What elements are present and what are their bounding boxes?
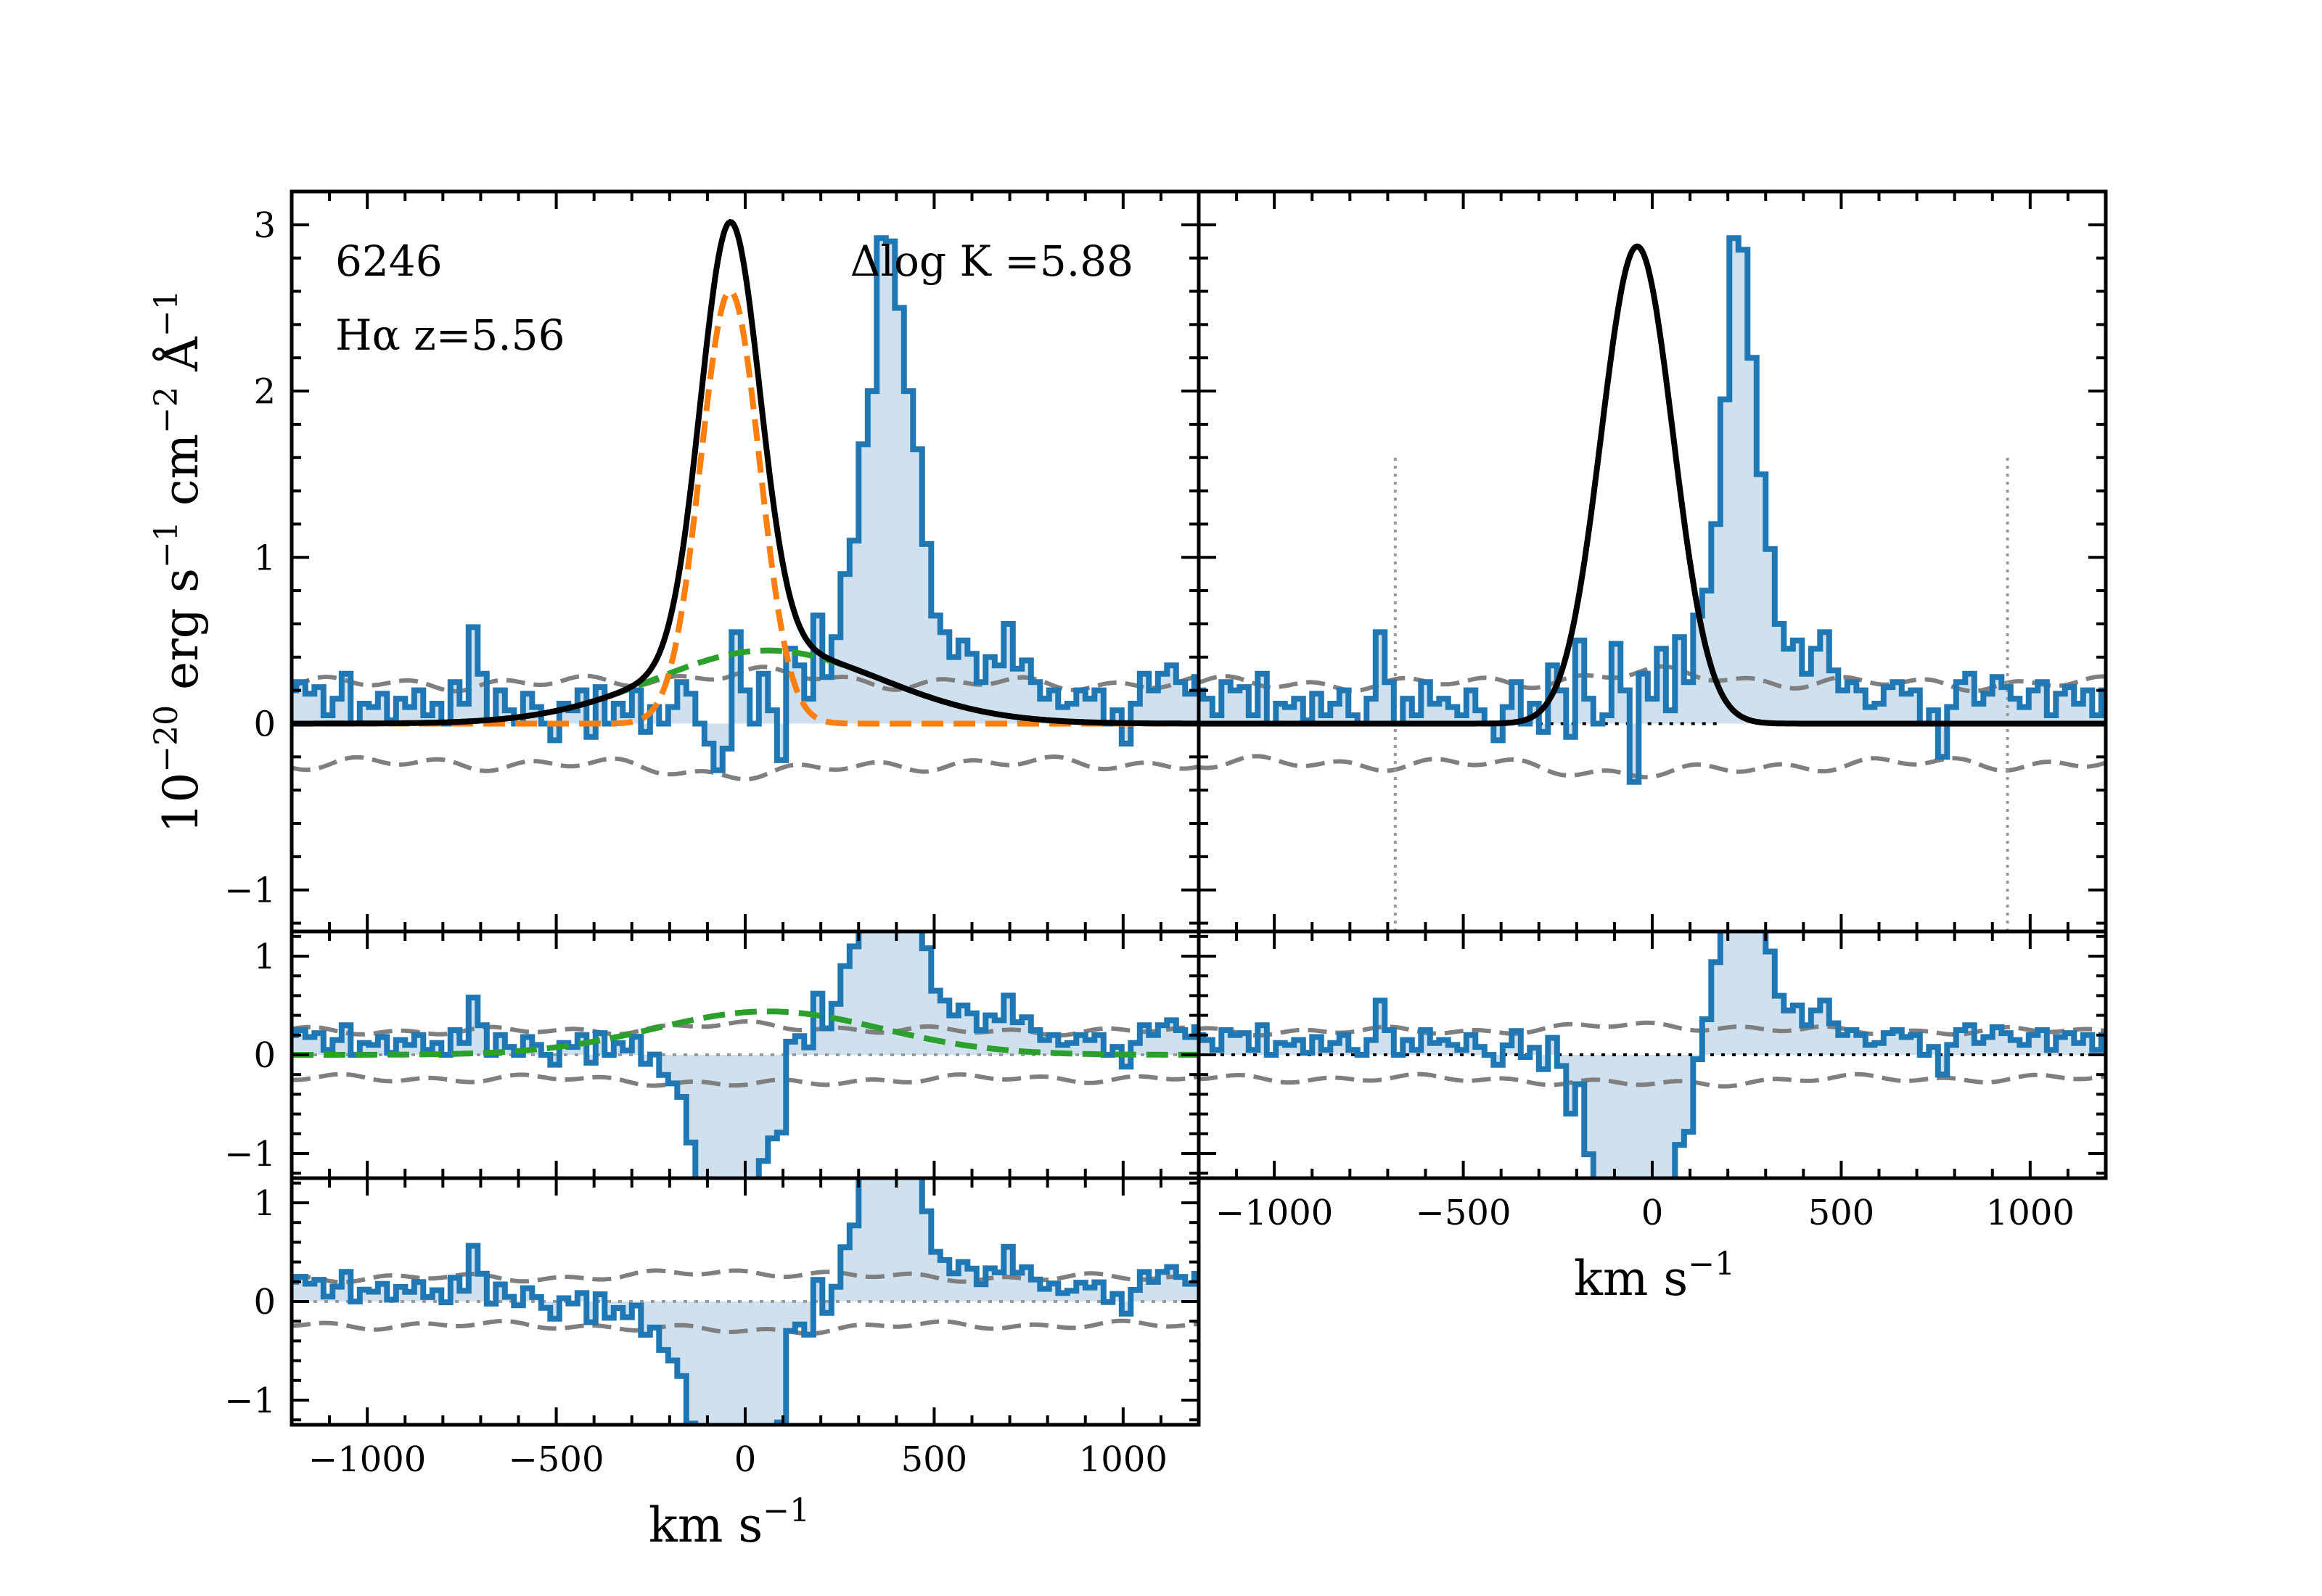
y-tick-label: −1 (224, 871, 276, 911)
y-axis-title-base: 10 (153, 773, 209, 834)
panel-top-left-model (292, 218, 1199, 782)
panel-top-right-model (1199, 235, 2106, 931)
x-axis-title-left-exp: −1 (763, 1492, 810, 1529)
x-tick-label: 0 (1641, 1193, 1664, 1233)
x-tick-label: −500 (509, 1439, 604, 1480)
y-tick-label: 1 (253, 937, 276, 977)
error-lower (292, 1071, 1199, 1088)
flux-step-line (1199, 931, 2106, 1178)
x-axis-title-right: km s−1 (1574, 1246, 1735, 1307)
total-model (292, 218, 1199, 727)
flux-step-line (292, 235, 1199, 773)
axes-frames-and-ticks: −1 0 1 2 3 −1 0 1 −1000 −500 0 500 1000 −1 0 1 −1000 −500… (224, 189, 2108, 1480)
x-axis-title-left: km s−1 (649, 1492, 810, 1553)
x-axis-title-right-exp: −1 (1688, 1246, 1735, 1283)
y-axis-title-erg: erg s (153, 568, 209, 705)
flux-fill (292, 931, 1199, 1178)
y-axis-title: 10−20 erg s−1 cm−2 Å−1 (148, 289, 209, 833)
error-lower (292, 1318, 1199, 1336)
y-axis-title-ang: Å (153, 336, 209, 387)
x-tick-label: −1000 (1215, 1193, 1333, 1233)
y-axis-title-scale-exp: −20 (148, 705, 185, 773)
y-axis-title-erg-exp: −1 (148, 521, 185, 568)
delta-log-k-label: Δlog K =5.88 (850, 236, 1133, 286)
x-axis-title-left-text: km s (649, 1497, 763, 1553)
y-axis-title-cm: cm (153, 434, 209, 522)
panel-broad-residual (292, 931, 1199, 1178)
error-upper (292, 1019, 1199, 1038)
y-tick-label: 1 (253, 538, 276, 578)
x-tick-label: −1000 (308, 1439, 426, 1480)
y-tick-label: 1 (253, 1183, 276, 1224)
axes-frame (290, 189, 1201, 934)
x-tick-label: −500 (1416, 1193, 1511, 1233)
error-lower (1199, 1071, 2106, 1089)
flux-step-line (1199, 235, 2106, 785)
y-tick-label: −1 (224, 1381, 276, 1421)
x-tick-label: 0 (734, 1439, 757, 1480)
flux-step-line (292, 931, 1199, 1178)
x-tick-label: 1000 (1079, 1439, 1168, 1480)
panel-full-residual (292, 1178, 1199, 1425)
y-tick-label: 0 (253, 704, 276, 744)
error-upper (292, 665, 1199, 694)
line-redshift-label: Hα z=5.56 (335, 310, 565, 360)
error-upper (292, 1268, 1199, 1285)
y-tick-label: 2 (253, 371, 276, 412)
x-tick-label: 1000 (1986, 1193, 2075, 1233)
flux-fill (292, 1178, 1199, 1425)
error-lower (1199, 754, 2106, 780)
x-tick-label: 500 (1808, 1193, 1875, 1233)
y-axis-title-ang-exp: −1 (148, 289, 185, 337)
panel-right-residual (1199, 931, 2106, 1178)
y-tick-label: −1 (224, 1134, 276, 1175)
y-tick-label: 0 (253, 1035, 276, 1076)
broad-component-residual (292, 1008, 1199, 1058)
flux-step-line (292, 1178, 1199, 1425)
object-id-label: 6246 (335, 236, 443, 286)
x-axis-title-right-text: km s (1574, 1251, 1688, 1307)
y-tick-label: 0 (253, 1282, 276, 1323)
error-lower (292, 754, 1199, 782)
narrow-component (292, 288, 1199, 727)
y-tick-label: 3 (253, 205, 276, 246)
single-model (1199, 243, 2106, 727)
flux-fill (292, 238, 1199, 770)
x-tick-label: 500 (901, 1439, 968, 1480)
flux-fill (1199, 931, 2106, 1178)
y-axis-title-cm-exp: −2 (148, 387, 185, 434)
